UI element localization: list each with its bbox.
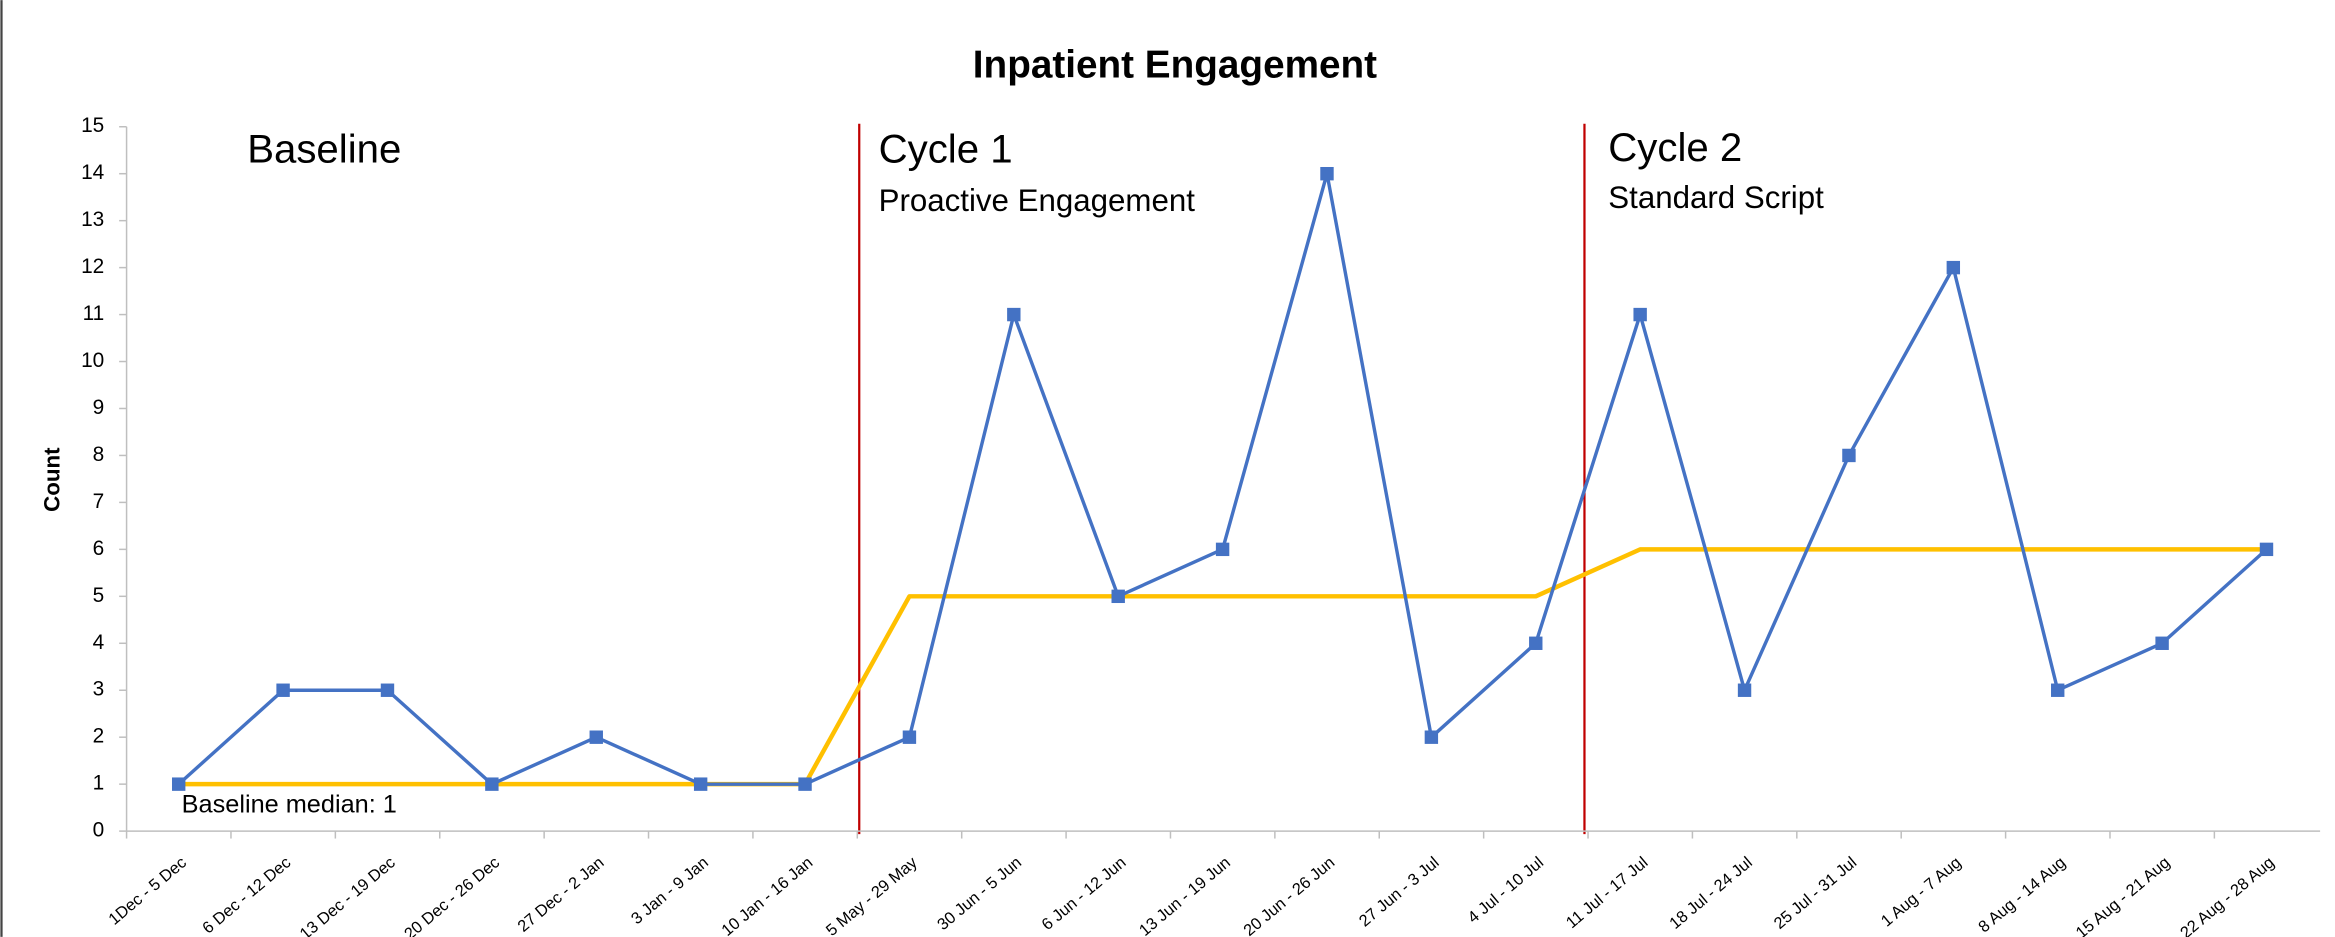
x-tick-label: 6 Jun - 12 Jun bbox=[1038, 853, 1129, 933]
marker bbox=[1633, 307, 1647, 322]
x-tick-label: 10 Jan - 16 Jan bbox=[718, 853, 816, 937]
y-tick-label: 2 bbox=[93, 725, 105, 748]
series-line bbox=[178, 547, 2267, 787]
marker bbox=[485, 777, 499, 791]
marker bbox=[276, 683, 290, 697]
marker bbox=[171, 777, 186, 791]
marker bbox=[2051, 683, 2065, 697]
y-tick-label: 4 bbox=[93, 631, 105, 654]
marker bbox=[693, 777, 708, 791]
annotation: Cycle 1 bbox=[879, 127, 1013, 172]
marker bbox=[589, 730, 603, 744]
y-tick-label: 10 bbox=[81, 349, 104, 372]
marker bbox=[1529, 636, 1543, 650]
marker bbox=[1215, 542, 1230, 557]
marker bbox=[1842, 448, 1856, 463]
x-tick-label: 27 Jun - 3 Jul bbox=[1356, 853, 1443, 930]
x-tick-label: 6 Dec - 12 Dec bbox=[199, 853, 294, 937]
y-tick-label: 6 bbox=[93, 537, 105, 560]
x-tick-label: 18 Jul - 24 Jul bbox=[1666, 853, 1756, 932]
x-tick-label: 5 May - 29 May bbox=[823, 853, 922, 937]
marker bbox=[380, 683, 395, 697]
y-tick-label: 14 bbox=[81, 161, 104, 184]
x-tick-label: 20 Jun - 26 Jun bbox=[1240, 853, 1338, 937]
marker bbox=[1946, 260, 1961, 275]
y-tick-label: 8 bbox=[93, 443, 105, 466]
x-tick-label: 13 Dec - 19 Dec bbox=[297, 853, 399, 937]
y-tick-label: 11 bbox=[83, 302, 105, 325]
marker bbox=[1737, 683, 1752, 697]
marker bbox=[1424, 730, 1439, 744]
y-tick-label: 3 bbox=[93, 678, 105, 701]
y-tick-label: 7 bbox=[93, 490, 105, 513]
marker bbox=[1320, 166, 1334, 181]
x-tick-label: 1Dec - 5 Dec bbox=[105, 853, 190, 928]
x-tick-label: 20 Dec - 26 Dec bbox=[401, 853, 503, 937]
x-tick-label: 30 Jun - 5 Jun bbox=[934, 853, 1025, 933]
annotation: Proactive Engagement bbox=[879, 183, 1196, 218]
y-tick-label: 0 bbox=[93, 819, 105, 842]
x-tick-label: 11 Jul - 17 Jul bbox=[1563, 853, 1652, 932]
annotation: Standard Script bbox=[1608, 180, 1824, 215]
x-tick-label: 22 Aug - 28 Aug bbox=[2177, 853, 2278, 937]
x-tick-label: 25 Jul - 31 Jul bbox=[1771, 853, 1861, 932]
y-tick-label: 1 bbox=[93, 772, 105, 795]
marker bbox=[1007, 307, 1021, 322]
marker bbox=[1111, 589, 1125, 604]
x-tick-label: 8 Aug - 14 Aug bbox=[1975, 853, 2069, 936]
annotation: Baseline bbox=[247, 127, 401, 172]
marker bbox=[902, 730, 917, 744]
x-tick-label: 15 Aug - 21 Aug bbox=[2073, 853, 2174, 937]
x-tick-label: 4 Jul - 10 Jul bbox=[1464, 853, 1547, 926]
x-tick-label: 1 Aug - 7 Aug bbox=[1878, 853, 1965, 930]
annotation: Baseline median: 1 bbox=[182, 790, 397, 818]
y-tick-label: 5 bbox=[93, 584, 105, 607]
chart-title: Inpatient Engagement bbox=[973, 43, 1377, 86]
marker bbox=[2155, 636, 2169, 650]
y-axis-label: Count bbox=[40, 447, 65, 512]
x-tick-label: 13 Jun - 19 Jun bbox=[1136, 853, 1234, 937]
y-tick-label: 13 bbox=[81, 208, 104, 231]
y-tick-label: 15 bbox=[81, 114, 104, 137]
marker bbox=[2259, 542, 2274, 557]
x-tick-label: 3 Jan - 9 Jan bbox=[628, 853, 712, 928]
annotation: Cycle 2 bbox=[1608, 125, 1742, 170]
x-tick-label: 27 Dec - 2 Jan bbox=[514, 853, 607, 935]
y-tick-label: 9 bbox=[93, 396, 105, 419]
marker bbox=[798, 777, 812, 791]
y-tick-label: 12 bbox=[81, 255, 104, 278]
